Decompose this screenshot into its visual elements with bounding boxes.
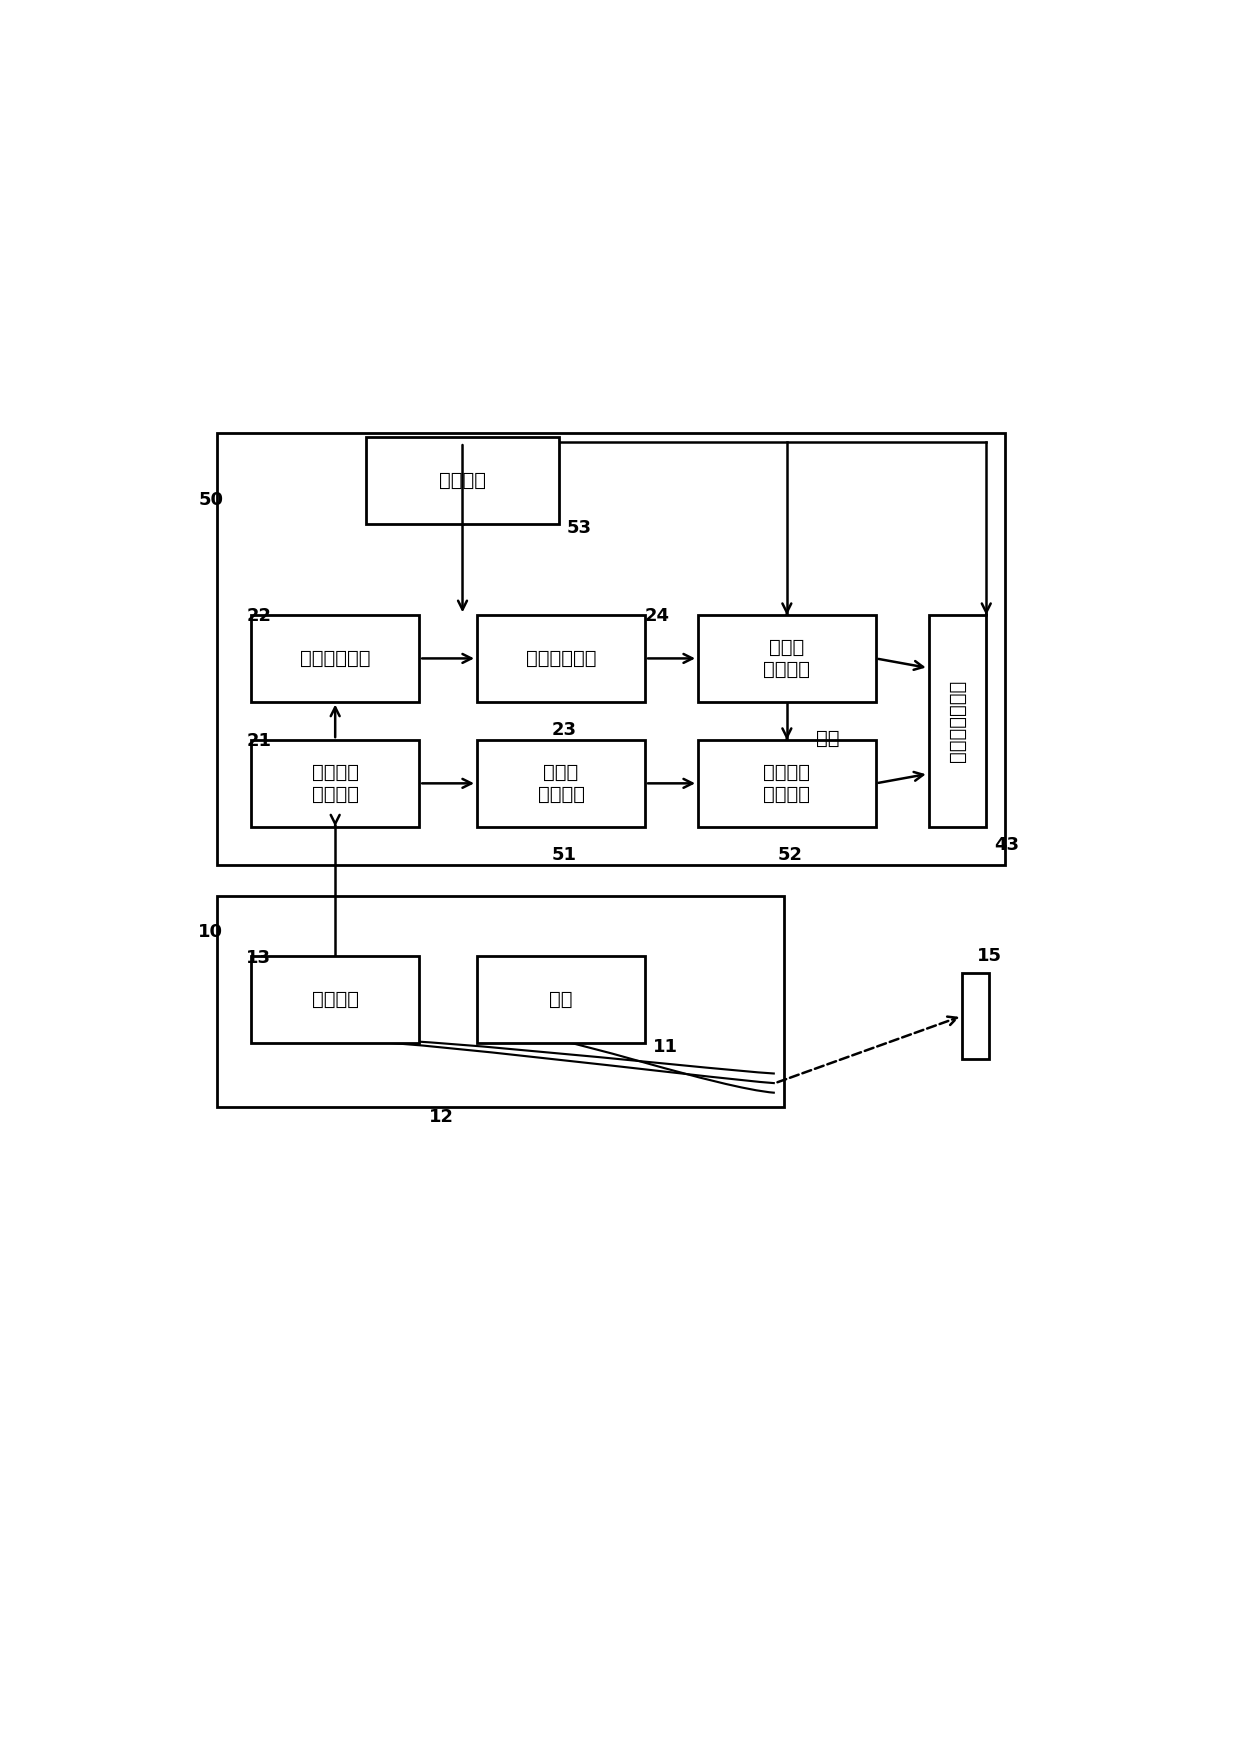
- Text: 13: 13: [247, 949, 272, 967]
- FancyBboxPatch shape: [477, 956, 645, 1044]
- Text: 膜厚度
计算单元: 膜厚度 计算单元: [764, 637, 811, 679]
- Text: 43: 43: [994, 837, 1019, 854]
- Text: 23: 23: [552, 721, 577, 739]
- FancyBboxPatch shape: [367, 438, 559, 524]
- FancyBboxPatch shape: [929, 615, 986, 826]
- FancyBboxPatch shape: [250, 956, 419, 1044]
- Text: 52: 52: [777, 846, 802, 863]
- Text: 分光数据
接收单元: 分光数据 接收单元: [311, 763, 358, 804]
- Text: 15: 15: [977, 947, 1002, 965]
- Text: 反射率
测量单元: 反射率 测量单元: [537, 763, 584, 804]
- FancyBboxPatch shape: [250, 615, 419, 702]
- Text: 22: 22: [247, 608, 272, 625]
- Text: 24: 24: [645, 608, 670, 625]
- FancyBboxPatch shape: [477, 741, 645, 826]
- Text: 波长变换单元: 波长变换单元: [300, 650, 371, 667]
- FancyBboxPatch shape: [698, 741, 875, 826]
- Text: 测量质量
确定单元: 测量质量 确定单元: [764, 763, 811, 804]
- Text: 膜厚度输出单元: 膜厚度输出单元: [947, 679, 967, 762]
- Text: 设置单元: 设置单元: [439, 471, 486, 490]
- Text: 频率分析单元: 频率分析单元: [526, 650, 596, 667]
- Text: 53: 53: [567, 518, 591, 538]
- FancyBboxPatch shape: [962, 972, 990, 1059]
- Text: 10: 10: [198, 923, 223, 942]
- Text: 光源: 光源: [549, 989, 573, 1009]
- Text: 12: 12: [429, 1108, 454, 1126]
- Text: 11: 11: [652, 1038, 678, 1056]
- Text: 阈値: 阈値: [816, 728, 839, 748]
- Text: 分光单元: 分光单元: [311, 989, 358, 1009]
- Text: 51: 51: [552, 846, 577, 863]
- Text: 21: 21: [247, 732, 272, 751]
- FancyBboxPatch shape: [250, 741, 419, 826]
- FancyBboxPatch shape: [477, 615, 645, 702]
- Text: 50: 50: [198, 490, 223, 510]
- FancyBboxPatch shape: [698, 615, 875, 702]
